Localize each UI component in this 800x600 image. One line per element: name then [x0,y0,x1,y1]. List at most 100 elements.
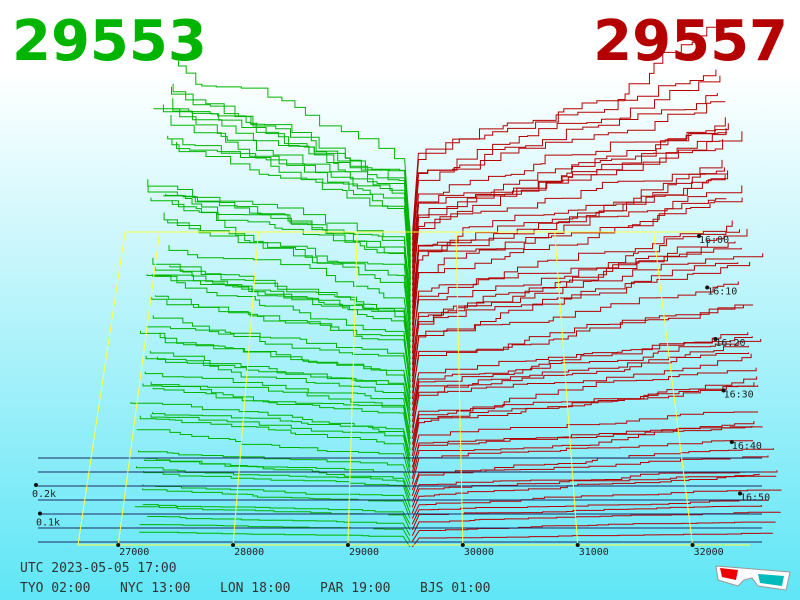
bid-depth-line [136,466,411,502]
ask-depth-line [412,19,730,240]
ask-depth-line [411,521,776,542]
bid-depth-line [139,531,411,548]
ask-depth-line [411,332,749,417]
ask-depth-line [411,353,752,434]
ask-depth-line [411,505,762,531]
ask-depth-line [411,499,769,525]
ask-depth-line [412,117,726,269]
bid-depth-line [152,315,411,394]
bid-depth-line [145,355,411,422]
x-tick [116,543,121,547]
ask-depth-line [411,185,743,331]
x-tick-label: 31000 [579,547,609,558]
bid-depth-line [162,104,411,269]
ask-depth-line [411,411,759,462]
glasses [715,565,791,591]
ask-depth-line [412,159,723,291]
ask-depth-line [411,197,743,337]
x-tick-label: 29000 [349,547,379,558]
bid-depth-line [154,266,411,371]
time-tick [697,234,701,238]
time-tick [713,337,718,341]
ask-depth-line [412,170,729,320]
ask-depth-line [411,382,755,451]
bid-depth-line [150,197,411,331]
time-tick-label: 16:40 [732,441,762,452]
ask-depth-line [411,367,757,440]
x-tick [575,543,580,547]
ask-depth-line [411,376,758,445]
ask-depth-line [411,352,749,428]
grid-line [347,231,358,546]
bid-depth-line [147,325,411,400]
x-tick-label: 30000 [464,547,494,558]
x-tick-label: 27000 [119,547,149,558]
axes: 27000 28000 29000 30000 31000 32000 0.1k 0.2k 16… [32,231,770,558]
ask-depth-line [411,253,764,377]
grid-line [232,231,259,546]
bid-depth-line [171,138,411,280]
bid-depth-line [159,332,411,411]
bid-depth-line [142,504,411,525]
bid-depth-line [136,429,411,479]
bid-depth-line [169,265,411,348]
ask-depth-line [411,473,760,508]
clock: BJS 01:00 [420,581,490,596]
frame [77,231,750,546]
ask-depth-line [412,75,721,252]
bid-depth-line [139,415,411,474]
bid-depth-line [145,457,411,496]
time-tick-label: 16:10 [707,287,737,298]
bid-depth-line [147,186,411,320]
z-tick [38,511,42,516]
ask-depth-line [411,338,762,411]
time-tick-label: 16:50 [740,493,770,504]
ask-depth-line [412,93,718,246]
bid-depth-line [146,274,411,360]
grid-line [554,231,579,546]
bid-depth-line [157,356,411,428]
z-tick-label: 0.1k [36,518,60,529]
x-tick-label: 32000 [694,547,724,558]
ask-depth-line [412,139,724,263]
bid-depth-line [176,142,411,291]
bid-price: 29553 [12,9,207,74]
ask-depth-line [412,69,717,235]
ask-depth-line [411,304,754,400]
bid-depth-line [163,212,411,326]
ask-depth-line [411,448,774,491]
bid-depth-line [154,295,411,377]
clock: TYO 02:00 [20,581,90,596]
ask-depth-line [411,220,733,354]
time-tick [738,491,742,496]
ask-depth-line [412,128,727,297]
z-tick [34,483,38,487]
time-tick [729,440,734,444]
clock: NYC 13:00 [120,581,190,596]
ask-depth-line [411,281,739,388]
bid-depth-line [130,402,411,462]
ask-price: 29557 [593,9,788,74]
ask-depth-line [411,489,782,519]
bid-depth-line [149,350,411,417]
ask-depth-line [411,173,728,326]
utc-time: UTC 2023-05-05 17:00 [20,561,177,576]
bid-depth-line [147,516,411,536]
x-tick [345,543,350,547]
ask-depth-line [411,228,748,343]
grid-line [117,231,161,546]
ask-depth-line [411,421,755,474]
ask-depth-line [411,425,753,479]
grid-line [455,231,464,546]
ask-depth-line [411,345,749,422]
bid-depth-line [168,245,411,343]
x-tick [690,543,695,547]
bid-depth-line [151,296,411,388]
bid-depth-line [143,470,411,508]
ask-depth-line [411,470,778,502]
ask-depth-line [411,247,742,360]
ask-depth-line [412,101,726,257]
x-tick [231,543,236,547]
bid-depth-line [138,450,411,485]
